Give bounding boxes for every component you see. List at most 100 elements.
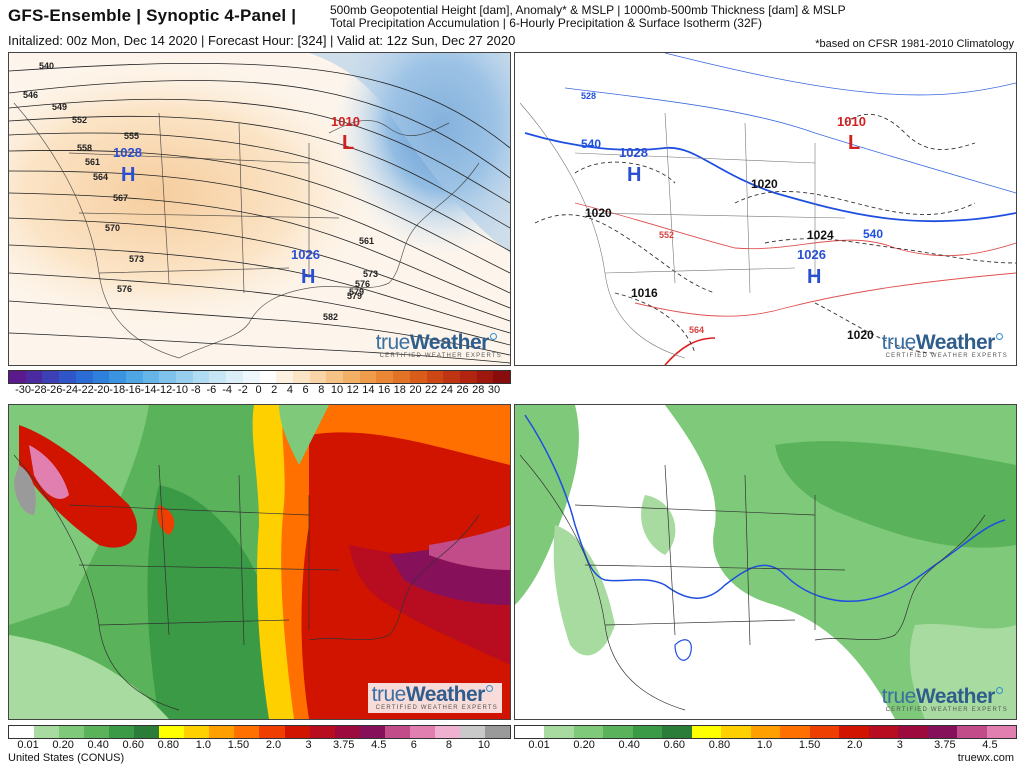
header-desc-line1: 500mb Geopotential Height [dam], Anomaly… [330, 3, 846, 17]
height-label-558: 558 [77, 143, 92, 153]
colorbar-swatch [459, 726, 485, 738]
colorbar-label: -20 [93, 384, 110, 396]
colorbar-swatch [284, 726, 310, 738]
thickness-mslp-map: 528 540 540 552 564 1020 1020 1024 1016 … [515, 53, 1016, 365]
height-label-573b: 573 [363, 269, 378, 279]
colorbar-swatch [159, 371, 177, 383]
colorbar-label: 0.60 [122, 739, 144, 751]
high-pressure-marker-west: H [121, 164, 135, 186]
colorbar-swatch [276, 371, 293, 383]
height-label-576b: 576 [355, 279, 370, 289]
high-pressure-marker-west-tr: H [627, 164, 641, 186]
colorbar-swatch [184, 726, 210, 738]
colorbar-swatch [209, 726, 235, 738]
height-label-546: 546 [23, 90, 38, 100]
colorbar-label: -4 [222, 384, 232, 396]
colorbar-label: 2 [271, 384, 278, 396]
colorbar-label: -12 [156, 384, 173, 396]
colorbar-label: 28 [472, 384, 485, 396]
header-title: GFS-Ensemble | Synoptic 4-Panel | [8, 6, 297, 25]
total-precip-map [9, 405, 510, 719]
thickness-label-552: 552 [659, 230, 674, 240]
anomaly-colorbar [8, 370, 511, 384]
colorbar-label: 3 [305, 739, 312, 751]
isobar-label-1020-central: 1020 [751, 177, 778, 191]
colorbar-swatch [443, 371, 460, 383]
site-label: truewx.com [957, 752, 1014, 764]
colorbar-label: 3.75 [934, 739, 956, 751]
climatology-note: *based on CFSR 1981-2010 Climatology [815, 38, 1014, 50]
low-pressure-value-tr: 1010 [837, 114, 866, 129]
colorbar-label: -14 [140, 384, 157, 396]
isobar-label-1016: 1016 [631, 286, 658, 300]
truewx-logo: trueWeather CERTIFIED WEATHER EXPERTS [881, 331, 1008, 359]
height-label-555: 555 [124, 131, 139, 141]
colorbar-swatch [459, 371, 477, 383]
height-label-561b: 561 [359, 236, 374, 246]
colorbar-swatch [868, 726, 899, 738]
colorbar-swatch [493, 371, 511, 383]
colorbar-swatch [92, 371, 110, 383]
truewx-logo: trueWeather CERTIFIED WEATHER EXPERTS [367, 683, 502, 713]
colorbar-label: 1.0 [195, 739, 212, 751]
colorbar-label: 0.60 [663, 739, 686, 751]
colorbar-label: -6 [206, 384, 217, 396]
high-pressure-value-west: 1028 [113, 145, 142, 160]
colorbar-swatch [359, 726, 385, 738]
colorbar-swatch [326, 371, 344, 383]
colorbar-swatch [109, 726, 135, 738]
isobar-label-1024: 1024 [807, 228, 834, 242]
colorbar-swatch [515, 726, 545, 738]
colorbar-swatch [484, 726, 510, 738]
colorbar-label: 14 [362, 384, 375, 396]
height-label-570: 570 [105, 223, 120, 233]
6hr-precip-map [515, 405, 1016, 719]
colorbar-swatch [476, 371, 494, 383]
colorbar-swatch [75, 371, 93, 383]
colorbar-swatch [125, 371, 143, 383]
colorbar-swatch [384, 726, 410, 738]
low-pressure-value: 1010 [331, 114, 360, 129]
colorbar-label: 12 [346, 384, 359, 396]
colorbar-swatch [750, 726, 781, 738]
colorbar-label: 0.40 [618, 739, 640, 751]
height-label-564: 564 [93, 172, 108, 182]
height-label-582: 582 [323, 312, 338, 322]
colorbar-label: -30 [15, 384, 31, 396]
colorbar-swatch [691, 726, 722, 738]
colorbar-swatch [34, 726, 60, 738]
colorbar-label: -10 [172, 384, 188, 396]
colorbar-swatch [632, 726, 663, 738]
thickness-label-564: 564 [689, 325, 704, 335]
colorbar-label: -26 [46, 384, 63, 396]
high-pressure-marker-south: H [301, 266, 315, 288]
colorbar-label: 0.80 [157, 739, 180, 751]
colorbar-label: 8 [318, 384, 325, 396]
colorbar-label: 0.80 [708, 739, 731, 751]
colorbar-label: 6 [410, 739, 417, 751]
header-description: 500mb Geopotential Height [dam], Anomaly… [330, 4, 1020, 30]
colorbar-label: 20 [409, 384, 422, 396]
height-label-567: 567 [113, 193, 128, 203]
low-pressure-marker: L [342, 132, 354, 154]
colorbar-swatch [603, 726, 633, 738]
colorbar-swatch [159, 726, 185, 738]
height-label-573: 573 [129, 254, 144, 264]
truewx-logo: trueWeather CERTIFIED WEATHER EXPERTS [881, 685, 1008, 713]
height-label-576: 576 [117, 284, 132, 294]
colorbar-label: 24 [440, 384, 453, 396]
colorbar-label: 0.01 [528, 739, 550, 751]
colorbar-swatch [209, 371, 227, 383]
colorbar-label: -18 [109, 384, 126, 396]
colorbar-swatch [334, 726, 360, 738]
colorbar-swatch [957, 726, 987, 738]
colorbar-swatch [142, 371, 160, 383]
colorbar-swatch [59, 726, 85, 738]
colorbar-swatch [84, 726, 110, 738]
colorbar-swatch [662, 726, 692, 738]
colorbar-swatch [343, 371, 360, 383]
colorbar-label: -8 [190, 384, 201, 396]
colorbar-swatch [259, 371, 277, 383]
colorbar-label: 16 [377, 384, 391, 396]
precip-colorbar-left [8, 725, 511, 739]
